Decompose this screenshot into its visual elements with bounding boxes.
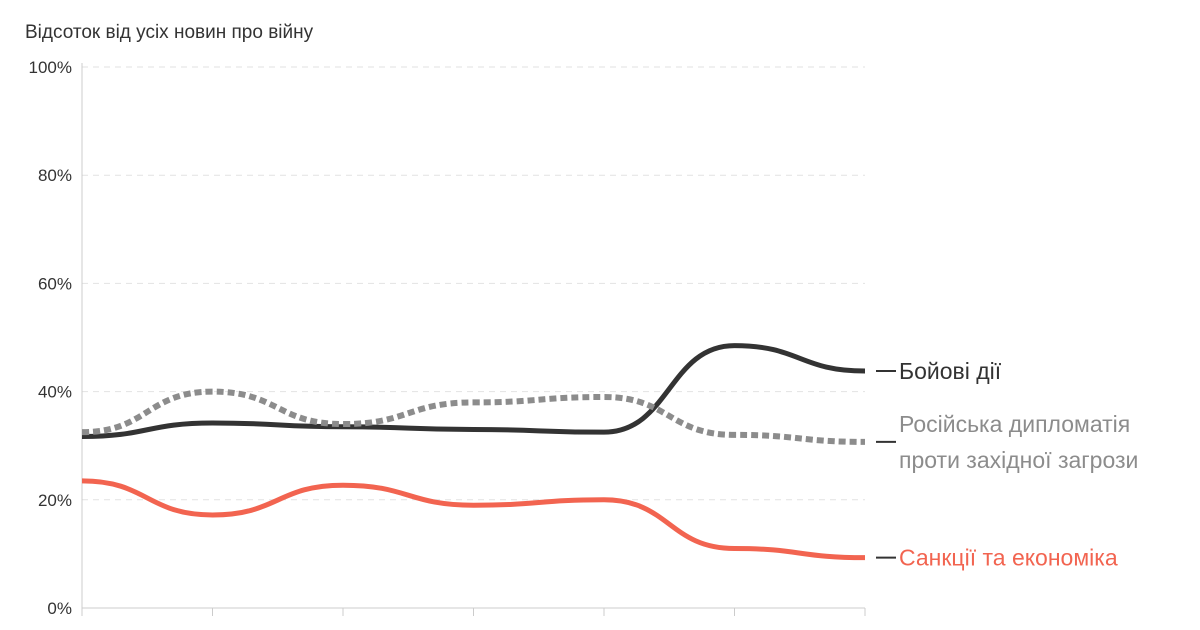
series-labels: Бойові дії Російська дипломатія проти захі…	[876, 358, 1138, 571]
series-label-diplomacy: проти західної загрози	[899, 447, 1138, 473]
series-label-sanctions: Санкції та економіка	[899, 545, 1118, 571]
series-line-combat	[81, 343, 866, 440]
y-tick-label: 80%	[38, 166, 72, 185]
y-tick-label: 100%	[29, 58, 72, 77]
y-tick-label: 0%	[47, 599, 72, 618]
y-axis-title: Відсоток від усіх новин про війну	[25, 22, 314, 43]
x-axis	[81, 63, 866, 616]
y-axis-ticks: 0% 20% 40% 60% 80% 100%	[29, 58, 72, 618]
gridlines	[82, 66, 865, 501]
y-tick-label: 20%	[38, 491, 72, 510]
y-tick-label: 60%	[38, 274, 72, 293]
series-line-sanctions	[81, 478, 866, 561]
series-line-diplomacy	[81, 388, 866, 445]
series-label-combat: Бойові дії	[899, 358, 1002, 384]
series-label-diplomacy: Російська дипломатія	[899, 411, 1130, 437]
y-tick-label: 40%	[38, 383, 72, 402]
series-lines	[81, 343, 866, 561]
